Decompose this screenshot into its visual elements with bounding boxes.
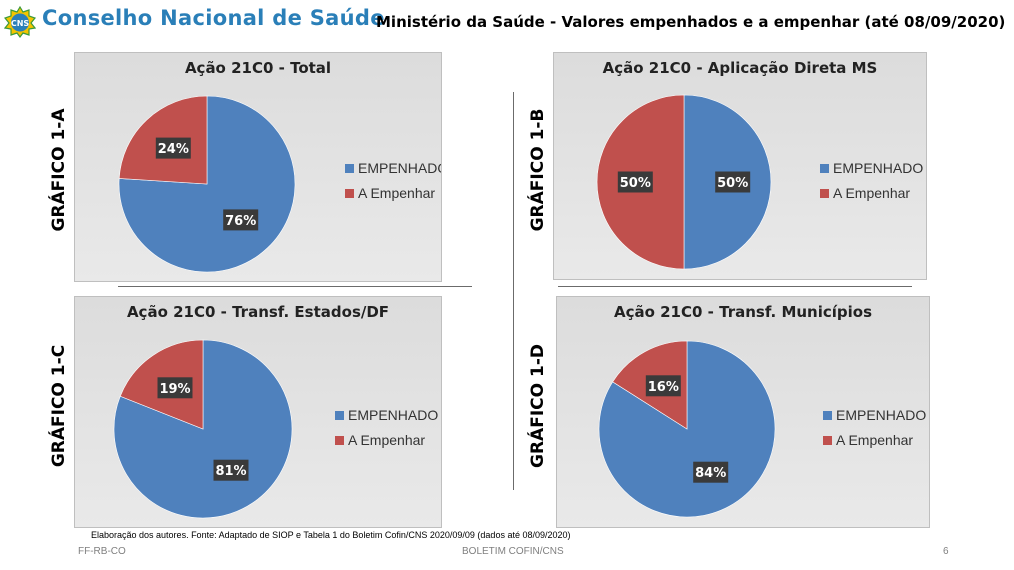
legend-swatch-a-empenhar [823,436,832,445]
svg-text:50%: 50% [717,176,748,191]
legend-label-a-empenhar: A Empenhar [348,432,425,448]
legend-label-a-empenhar: A Empenhar [833,185,910,201]
data-label-empenhado: 76% [223,209,259,231]
data-label-empenhado: 50% [715,171,751,193]
pie-chart-1a: 76% 24% EMPENHADO A Empenhar [118,95,441,273]
footer-center: BOLETIM COFIN/CNS [462,546,564,557]
legend-label-empenhado: EMPENHADO [358,160,441,176]
chart-title-1d: Ação 21C0 - Transf. Municípios [613,303,873,321]
footer-left: FF-RB-CO [78,546,126,557]
legend-swatch-empenhado [345,164,354,173]
legend-item-empenhado: EMPENHADO [345,160,441,176]
legend-label-a-empenhar: A Empenhar [836,432,913,448]
page-title: Ministério da Saúde - Valores empenhados… [376,13,1006,31]
data-label-empenhado: 84% [693,461,729,483]
legend-swatch-a-empenhar [335,436,344,445]
side-label-1c: GRÁFICO 1-C [49,344,69,468]
data-label-a-empenhar: 50% [617,171,653,193]
legend-label-empenhado: EMPENHADO [348,407,438,423]
legend-label-empenhado: EMPENHADO [833,160,923,176]
chart-title-1b: Ação 21C0 - Aplicação Direta MS [602,59,878,77]
svg-text:16%: 16% [648,380,679,395]
svg-text:50%: 50% [620,176,651,191]
svg-text:24%: 24% [158,142,189,157]
legend-swatch-a-empenhar [345,189,354,198]
chart-title-1a: Ação 21C0 - Total [184,59,332,77]
pie-chart-1c: 81% 19% EMPENHADO A Empenhar [113,339,438,519]
divider-right [558,286,912,287]
data-label-a-empenhar: 24% [155,137,191,159]
legend-swatch-empenhado [823,411,832,420]
svg-text:76%: 76% [225,214,256,229]
side-label-1d: GRÁFICO 1-D [528,344,548,468]
svg-text:81%: 81% [215,464,246,479]
legend-label-a-empenhar: A Empenhar [358,185,435,201]
logo-text: CNS [11,19,30,28]
legend-item-a-empenhar: A Empenhar [345,185,435,201]
chart-panel-1a: Ação 21C0 - Total 76% 24% EMPENHADO A Empen… [74,52,442,282]
chart-panel-1c: Ação 21C0 - Transf. Estados/DF 81% 19% EMP… [74,296,442,528]
pie-chart-1b: 50% 50% EMPENHADO A Empenhar [596,94,923,270]
legend-swatch-a-empenhar [820,189,829,198]
divider-vertical [513,92,514,490]
legend-item-empenhado: EMPENHADO [820,160,923,176]
legend-item-a-empenhar: A Empenhar [335,432,425,448]
side-label-1b: GRÁFICO 1-B [528,108,548,232]
chart-title-1c: Ação 21C0 - Transf. Estados/DF [126,303,390,321]
data-label-a-empenhar: 19% [157,377,193,399]
page-number: 6 [943,546,949,557]
source-footnote: Elaboração dos autores. Fonte: Adaptado … [91,530,571,540]
legend-label-empenhado: EMPENHADO [836,407,926,423]
legend-item-empenhado: EMPENHADO [335,407,438,423]
svg-text:19%: 19% [159,382,190,397]
legend-item-a-empenhar: A Empenhar [823,432,913,448]
org-name: Conselho Nacional de Saúde [42,6,385,30]
data-label-a-empenhar: 16% [645,375,681,397]
divider-left [118,286,472,287]
svg-text:84%: 84% [695,466,726,481]
legend-item-a-empenhar: A Empenhar [820,185,910,201]
side-label-1a: GRÁFICO 1-A [49,108,69,232]
legend-swatch-empenhado [820,164,829,173]
data-label-empenhado: 81% [213,459,249,481]
pie-chart-1d: 84% 16% EMPENHADO A Empenhar [598,340,926,518]
chart-panel-1d: Ação 21C0 - Transf. Municípios 84% 16% EMP… [556,296,930,528]
legend-swatch-empenhado [335,411,344,420]
cns-logo-icon: CNS [4,6,36,38]
legend-item-empenhado: EMPENHADO [823,407,926,423]
chart-panel-1b: Ação 21C0 - Aplicação Direta MS 50% 50% EM… [553,52,927,280]
